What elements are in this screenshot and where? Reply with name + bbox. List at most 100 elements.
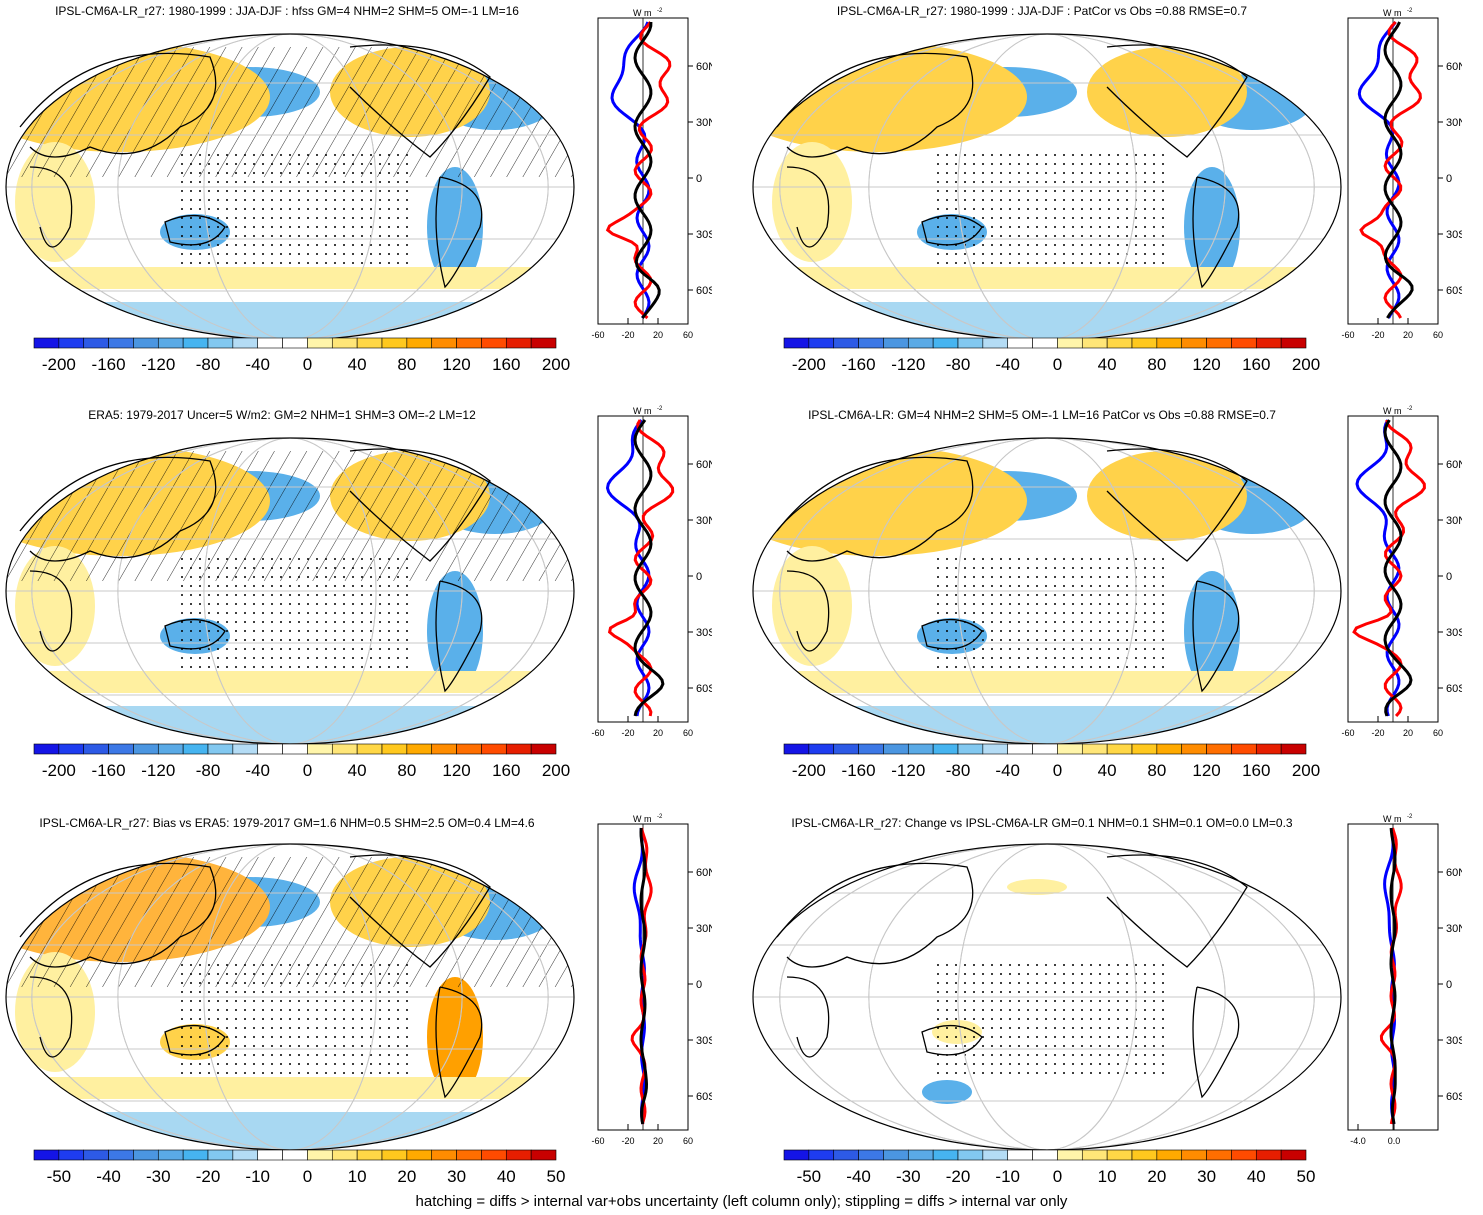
profile-unit-exponent: -2 [657, 814, 663, 820]
colorbar-swatch [182, 337, 209, 349]
colorbar-swatch [58, 1149, 85, 1161]
colorbar-label: -30 [896, 1167, 921, 1186]
colorbar-label: -120 [891, 761, 925, 780]
colorbar-swatch [1280, 337, 1307, 349]
coastlines [19, 44, 491, 289]
colorbar-swatch [406, 1149, 433, 1161]
south-america-coast [1192, 986, 1240, 1099]
lat-tick-label: 60S [1446, 285, 1462, 297]
australia-coast [164, 1024, 226, 1056]
colorbar-swatch [108, 743, 134, 755]
colorbar-swatch [1255, 743, 1282, 755]
profile-tick-label: 60 [683, 728, 693, 738]
lat-tick-label: 60S [696, 1091, 712, 1103]
colorbar-label: 80 [397, 355, 416, 374]
colorbar-swatch [982, 1149, 1009, 1161]
colorbar-swatch [907, 743, 934, 755]
lat-tick-label: 30N [1446, 515, 1462, 527]
zonal-profile: W m -2 60N 30N 0 30S 60S -60 -20 20 60 [1341, 8, 1462, 340]
south-america-field [1184, 571, 1240, 691]
colorbar-swatch [1081, 1149, 1108, 1161]
colorbar-swatch [530, 337, 557, 349]
colorbar-label: 40 [348, 761, 367, 780]
lat-tick-label: 60N [696, 459, 712, 471]
colorbar-swatch [833, 1149, 859, 1161]
colorbar-swatch [33, 1149, 60, 1161]
colorbar-label: -40 [995, 355, 1020, 374]
north-america-field [1087, 47, 1247, 137]
eurasia-coast [776, 862, 974, 968]
colorbar-label: 160 [1242, 761, 1270, 780]
colorbar-label: 0 [303, 355, 312, 374]
profile-tick-label: -20 [621, 728, 634, 738]
colorbar-swatch [957, 337, 984, 349]
colorbar-swatch [783, 337, 810, 349]
model-profile [605, 419, 651, 717]
longitude-line [868, 844, 1226, 1150]
coastlines [19, 854, 491, 1099]
south-america-coast [1192, 580, 1240, 693]
panel-title: IPSL-CM6A-LR_r27: Bias vs ERA5: 1979-201… [39, 816, 535, 830]
panel-title: IPSL-CM6A-LR_r27: Change vs IPSL-CM6A-LR… [791, 816, 1293, 830]
colorbar-swatch [182, 1149, 209, 1161]
colorbar-swatch [907, 1149, 934, 1161]
profile-tick-label: 20 [653, 330, 663, 340]
colorbar-swatch [833, 337, 859, 349]
lat-tick-label: 0 [1446, 173, 1452, 185]
lat-tick-label: 60S [696, 285, 712, 297]
colorbar-swatch [530, 743, 557, 755]
southern-ocean-band [753, 267, 1341, 289]
colorbar-swatch [381, 1149, 408, 1161]
graticule [753, 34, 1341, 340]
hatching [6, 857, 574, 987]
colorbar-label: 50 [547, 1167, 566, 1186]
longitude-line [31, 438, 549, 744]
colorbar-swatch [1131, 743, 1158, 755]
panel-bias: IPSL-CM6A-LR_r27: Bias vs ERA5: 1979-201… [0, 812, 741, 1192]
australia-coast [164, 618, 226, 650]
profile-tick-label: 20 [653, 1136, 663, 1146]
colorbar-swatch [207, 337, 234, 349]
longitude-line [31, 844, 549, 1150]
colorbar-label: -40 [96, 1167, 121, 1186]
obs-profile [1359, 20, 1422, 319]
australia-coast [921, 618, 983, 650]
colorbar-label: 200 [1292, 355, 1320, 374]
colorbar-swatch [133, 743, 159, 755]
colorbar-swatch [530, 1149, 557, 1161]
colorbar-swatch [1255, 337, 1282, 349]
colorbar-swatch [456, 1149, 482, 1161]
obs-profile [630, 827, 653, 1125]
stippling [937, 957, 1167, 1077]
longitude-line [868, 438, 1226, 744]
colorbar-label: 0 [303, 761, 312, 780]
obs-profile [605, 21, 672, 320]
colorbar-swatch [257, 337, 283, 349]
diff-profile [633, 419, 665, 717]
southern-ocean-band [6, 267, 574, 289]
southern-ocean-band [6, 671, 574, 693]
profile-unit-exponent: -2 [1407, 814, 1413, 820]
colorbar-swatch [858, 743, 884, 755]
colorbar-swatch [505, 743, 532, 755]
coastlines [776, 44, 1248, 289]
graticule [6, 34, 574, 340]
zonal-profile: W m -2 60N 30N 0 30S 60S -60 -20 20 60 [591, 8, 712, 340]
colorbar-label: -40 [995, 761, 1020, 780]
colorbar-swatch [957, 743, 984, 755]
colorbar-swatch [307, 743, 333, 755]
profile-tick-label: -20 [1371, 728, 1384, 738]
colorbar-swatch [1231, 743, 1257, 755]
panel-model-mean: IPSL-CM6A-LR_r27: 1980-1999 : JJA-DJF : … [0, 0, 741, 400]
colorbar-swatch [58, 743, 85, 755]
colorbar-label: -30 [146, 1167, 171, 1186]
longitude-line [868, 34, 1226, 340]
colorbar-swatch [207, 1149, 234, 1161]
north-pacific-anomaly [1007, 879, 1067, 895]
colorbar-swatch [431, 1149, 457, 1161]
zonal-profile: W m -2 60N 30N 0 30S 60S -60 -20 20 60 [591, 406, 712, 738]
colorbar-swatch [833, 743, 859, 755]
africa-coast [786, 976, 830, 1058]
lat-tick-label: 30N [1446, 923, 1462, 935]
colorbar-swatch [808, 1149, 835, 1161]
